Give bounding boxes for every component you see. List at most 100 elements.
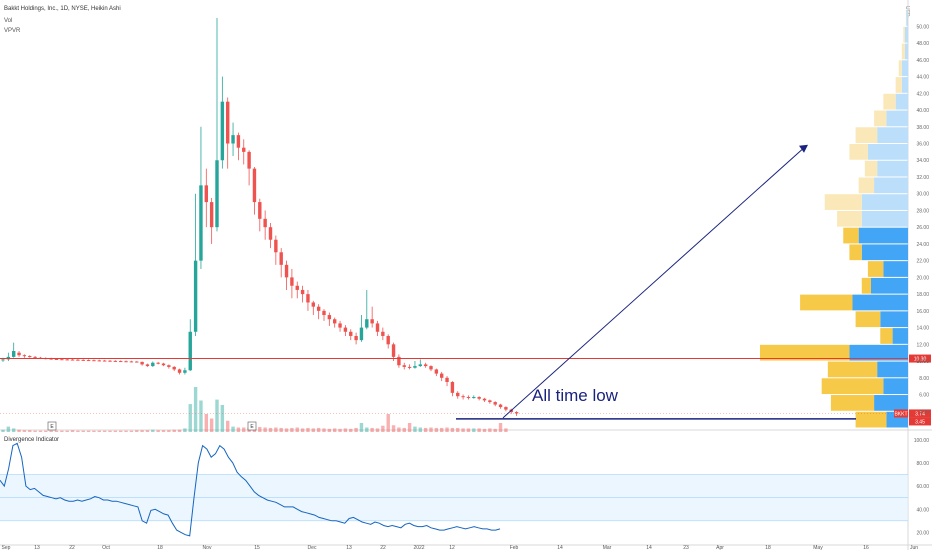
candle-down (161, 363, 166, 366)
candle-down (370, 319, 374, 324)
price-tick-label: 26.00 (916, 225, 929, 231)
candle-up (188, 331, 192, 371)
time-tick-label: Apr (716, 545, 724, 550)
volume-profile-up (861, 210, 908, 227)
candle-down (386, 335, 390, 345)
candle-up (231, 135, 235, 144)
candle-down (135, 361, 139, 363)
price-tick-label: 4.00 (919, 409, 929, 415)
price-axis[interactable]: 4.00 6.00 8.00 10.00 12.00 14.00 16.00 18.00 20.… (916, 24, 929, 415)
volume-bar (151, 429, 155, 432)
candle-down (242, 147, 246, 152)
volume-profile (760, 10, 908, 428)
volume-profile-down (849, 244, 862, 261)
volume-bars (1, 387, 508, 432)
candle-down (129, 361, 134, 363)
volume-bar (135, 430, 139, 432)
volume-profile-up (877, 127, 908, 144)
volume-bar (504, 428, 508, 432)
candle-down (391, 344, 396, 357)
earnings-marker (247, 421, 257, 431)
price-tick-label: 6.00 (919, 393, 929, 399)
candle-down (54, 358, 59, 360)
candle-down (456, 392, 460, 397)
candle-down (102, 360, 107, 362)
volume-profile-down (855, 127, 878, 144)
volume-bar (445, 427, 449, 432)
chart-title: Bakkt Holdings, Inc., 1D, NYSE, Heikin A… (4, 6, 121, 12)
volume-bar (333, 428, 337, 432)
volume-bar (397, 427, 401, 432)
volume-profile-up (871, 277, 908, 294)
volume-bar (177, 429, 182, 432)
volume-bar (381, 425, 385, 432)
candle-down (60, 359, 64, 361)
candle-down (65, 359, 69, 361)
volume-bar (145, 430, 150, 432)
volume-label: Vol (4, 18, 12, 24)
volume-bar (183, 428, 187, 432)
price-tick-label: 30.00 (916, 192, 929, 198)
candle-up (413, 366, 417, 368)
indicator-tick-label: 40.00 (916, 507, 929, 513)
candle-up (1, 359, 5, 361)
candle-down (247, 151, 251, 169)
price-tick-label: 20.00 (916, 275, 929, 281)
candle-down (407, 366, 412, 368)
candle-down (33, 356, 37, 358)
time-tick-label: Dec (308, 545, 317, 550)
volume-bar (365, 427, 369, 432)
indicator-label: Divergence Indicator (4, 437, 59, 443)
candle-down (76, 359, 80, 361)
volume-profile-down (864, 160, 878, 177)
volume-profile-down (861, 277, 871, 294)
candle-up (193, 260, 198, 332)
volume-profile-down (824, 194, 862, 210)
candle-down (258, 202, 262, 219)
candle-down (445, 377, 449, 382)
volume-bar (215, 399, 219, 432)
volume-bar (359, 423, 364, 432)
level-price-tag: 10.30 (914, 357, 927, 363)
volume-bar (113, 430, 118, 432)
volume-bar (226, 420, 230, 432)
volume-profile-up (904, 43, 908, 60)
volume-profile-up (901, 77, 908, 93)
volume-profile-up (877, 160, 908, 177)
volume-bar (338, 428, 342, 432)
candle-down (97, 360, 101, 362)
volume-profile-down (760, 344, 850, 361)
candle-down (167, 365, 171, 367)
price-tick-label: 36.00 (916, 142, 929, 148)
time-tick-label: 18 (765, 545, 771, 550)
candle-down (156, 362, 160, 364)
volume-bar (477, 428, 481, 432)
volume-profile-down (874, 110, 887, 127)
candles (1, 18, 519, 416)
volume-bar (354, 427, 358, 432)
volume-bar (49, 430, 53, 432)
volume-profile-down (901, 43, 905, 60)
candle-down (92, 360, 96, 362)
volume-bar (295, 427, 299, 432)
candle-down (252, 168, 257, 203)
volume-bar (108, 430, 112, 432)
volume-profile-down (855, 311, 881, 328)
candle-down (504, 407, 508, 410)
time-tick-label: Nov (203, 545, 212, 550)
volume-bar (97, 430, 101, 432)
volume-bar (22, 430, 27, 432)
candle-down (124, 361, 128, 363)
volume-bar (6, 426, 11, 432)
candle-up (151, 362, 155, 367)
volume-bar (391, 425, 396, 432)
indicator-tick-label: 80.00 (916, 461, 929, 467)
volume-bar (17, 429, 21, 432)
time-tick-label: 22 (380, 545, 386, 550)
price-tick-label: 42.00 (916, 91, 929, 97)
candle-down (306, 294, 310, 303)
time-axis[interactable]: Sep 13 22 Oct 18 Nov 15 Dec 13 22 2022 12 Feb 14 Mar 14… (2, 545, 919, 550)
divergence-indicator-pane: Divergence Indicator 20.00 40.00 60.00 80.0… (0, 437, 929, 537)
candle-down (440, 373, 444, 378)
